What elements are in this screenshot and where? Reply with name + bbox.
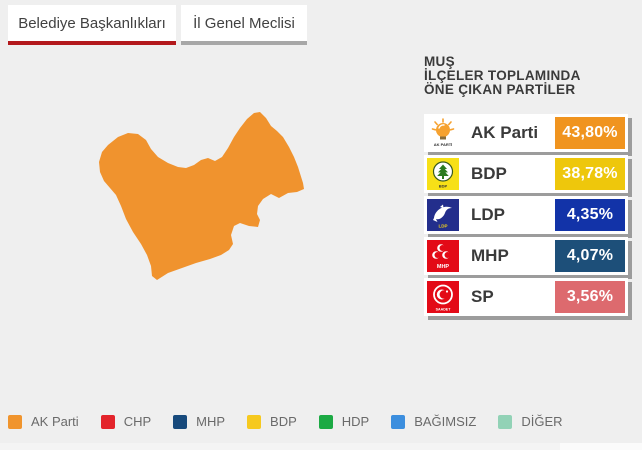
ak-parti-color-swatch — [8, 414, 22, 429]
mhp-color-swatch — [173, 414, 188, 429]
tab-belediye-baskanliklari[interactable]: Belediye Başkanlıkları — [8, 5, 176, 45]
legend-label: AK Parti — [31, 414, 79, 429]
legend-item-bdp: BDP — [247, 414, 297, 429]
party-percentage-badge: 38,78% — [555, 158, 625, 190]
diger-color-swatch — [498, 414, 513, 429]
legend-item-hdp: HDP — [318, 414, 370, 429]
party-percentage-badge: 3,56% — [555, 281, 625, 313]
bagimsiz-color-swatch — [391, 414, 406, 429]
party-name: SP — [471, 287, 494, 306]
results-panel: MUŞ İLÇELER TOPLAMINDA ÖNE ÇIKAN PARTİLE… — [424, 55, 634, 319]
legend-label: CHP — [123, 414, 152, 429]
legend-label: MHP — [196, 414, 226, 429]
party-percentage-badge: 43,80% — [555, 117, 625, 149]
ldp-logo-icon: LDP — [427, 199, 459, 231]
party-rows: AK PARTİ AK Parti 43,80% BDP BDP 38,78% — [424, 114, 634, 316]
party-percentage-badge: 4,07% — [555, 240, 625, 272]
party-row-ak-parti: AK PARTİ AK Parti 43,80% — [424, 114, 628, 152]
svg-text:MHP: MHP — [437, 264, 450, 270]
tab-il-genel-meclisi[interactable]: İl Genel Meclisi — [181, 5, 307, 45]
legend-item-mhp: MHP — [173, 414, 225, 429]
svg-text:LDP: LDP — [439, 224, 448, 229]
mus-province-map-region[interactable] — [99, 112, 304, 280]
party-name: BDP — [471, 164, 507, 183]
legend-item-chp: CHP — [100, 414, 152, 429]
legend-label: DİĞER — [521, 414, 563, 429]
svg-text:SAADET: SAADET — [436, 308, 452, 312]
party-name: AK Parti — [471, 123, 539, 142]
panel-title: MUŞ İLÇELER TOPLAMINDA ÖNE ÇIKAN PARTİLE… — [424, 55, 634, 97]
panel-title-line-1: MUŞ — [424, 54, 455, 69]
party-name: MHP — [471, 246, 509, 265]
hdp-color-swatch — [318, 414, 333, 429]
party-row-mhp: MHP MHP 4,07% — [424, 237, 628, 275]
chp-color-swatch — [100, 414, 115, 429]
mhp-logo-icon: MHP — [427, 240, 459, 272]
ak-parti-logo-icon: AK PARTİ — [427, 117, 459, 149]
party-row-sp: SAADET SP 3,56% — [424, 278, 628, 316]
tab-label: Belediye Başkanlıkları — [18, 14, 166, 32]
bottom-edge-strip — [0, 443, 642, 450]
party-color-legend: AK Parti CHP MHP BDP HDP BAĞIMSIZ DİĞER — [8, 414, 585, 429]
party-percentage-badge: 4,35% — [555, 199, 625, 231]
party-row-bdp: BDP BDP 38,78% — [424, 155, 628, 193]
legend-label: BAĞIMSIZ — [414, 414, 477, 429]
legend-item-bagimsiz: BAĞIMSIZ — [391, 414, 476, 429]
party-row-ldp: LDP LDP 4,35% — [424, 196, 628, 234]
bdp-color-swatch — [247, 414, 262, 429]
svg-text:BDP: BDP — [439, 184, 448, 189]
legend-label: BDP — [270, 414, 297, 429]
legend-label: HDP — [341, 414, 370, 429]
bottom-edge-strip-right — [560, 443, 642, 450]
tab-label: İl Genel Meclisi — [193, 14, 295, 32]
bdp-logo-icon: BDP — [427, 158, 459, 190]
panel-title-line-3: ÖNE ÇIKAN PARTİLER — [424, 82, 576, 97]
svg-text:AK PARTİ: AK PARTİ — [434, 142, 453, 147]
legend-item-ak-parti: AK Parti — [8, 414, 79, 429]
panel-title-line-2: İLÇELER TOPLAMINDA — [424, 68, 581, 83]
party-name: LDP — [471, 205, 505, 224]
sp-logo-icon: SAADET — [427, 281, 459, 313]
legend-item-diger: DİĞER — [498, 414, 563, 429]
